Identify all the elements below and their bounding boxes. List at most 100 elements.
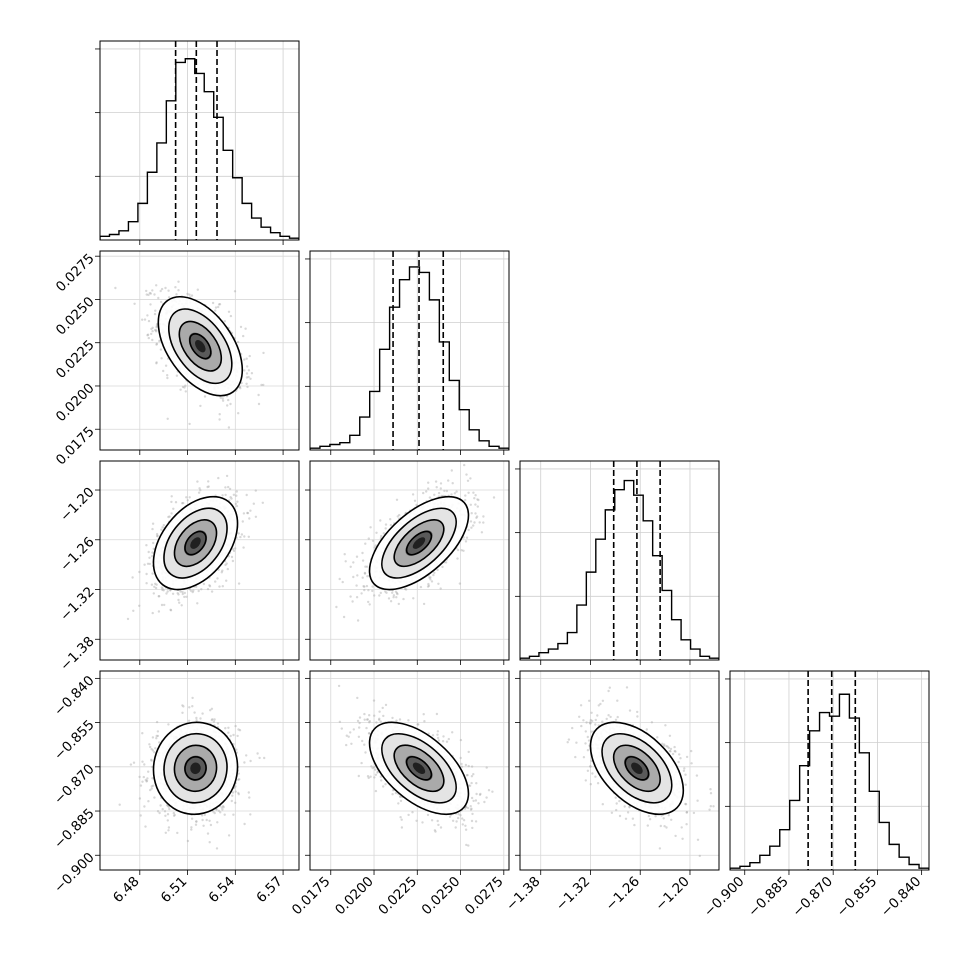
sample-point bbox=[155, 325, 158, 328]
sample-point bbox=[245, 493, 248, 497]
sample-point bbox=[200, 588, 203, 591]
sample-point bbox=[492, 496, 496, 499]
sample-point bbox=[366, 575, 369, 578]
sample-point bbox=[234, 502, 238, 506]
sample-point bbox=[162, 589, 165, 592]
contour-level-0 bbox=[405, 530, 433, 556]
sample-point bbox=[190, 294, 194, 297]
sample-point bbox=[166, 590, 169, 593]
sample-point bbox=[367, 600, 370, 604]
sample-point bbox=[197, 491, 201, 494]
sample-point bbox=[207, 480, 210, 483]
sample-point bbox=[467, 528, 470, 532]
sample-point bbox=[150, 759, 153, 762]
sample-point bbox=[144, 825, 147, 828]
panel-frame bbox=[99, 40, 300, 241]
sample-point bbox=[363, 585, 366, 588]
sample-point bbox=[217, 303, 221, 306]
sample-point bbox=[150, 327, 153, 331]
sample-point bbox=[203, 395, 207, 398]
sample-point bbox=[170, 495, 173, 498]
sample-point bbox=[187, 719, 191, 722]
sample-point bbox=[202, 824, 205, 827]
sample-point bbox=[150, 332, 153, 336]
sample-point bbox=[469, 520, 473, 523]
sample-point bbox=[474, 494, 477, 497]
sample-point bbox=[157, 296, 160, 300]
sample-point bbox=[165, 592, 168, 595]
sample-point bbox=[434, 480, 438, 483]
sample-point bbox=[462, 549, 465, 552]
sample-point bbox=[365, 584, 369, 588]
sample-point bbox=[145, 289, 148, 293]
sample-point bbox=[222, 805, 225, 808]
sample-point bbox=[161, 526, 164, 529]
panel-0-2: −1.38−1.32−1.26−1.20 bbox=[57, 460, 300, 674]
contour-level-1 bbox=[173, 519, 218, 568]
sample-point bbox=[419, 585, 423, 589]
panel-2-2 bbox=[515, 460, 720, 665]
sample-point bbox=[205, 818, 208, 822]
sample-point bbox=[166, 374, 169, 377]
sample-point bbox=[374, 544, 377, 547]
sample-point bbox=[236, 500, 239, 503]
sample-point bbox=[153, 751, 156, 754]
sample-point bbox=[375, 531, 378, 534]
sample-point bbox=[214, 580, 217, 583]
sample-point bbox=[237, 793, 240, 796]
sample-point bbox=[209, 823, 213, 827]
sample-point bbox=[437, 491, 441, 495]
sample-point bbox=[378, 710, 381, 713]
sample-point bbox=[207, 485, 210, 488]
sample-point bbox=[200, 814, 204, 817]
sample-point bbox=[470, 775, 474, 778]
sample-point bbox=[447, 479, 450, 482]
sample-point bbox=[222, 806, 225, 809]
sample-point bbox=[167, 826, 171, 829]
sample-point bbox=[385, 591, 388, 594]
y-tick-label: 0.0200 bbox=[53, 380, 98, 425]
sample-point bbox=[422, 491, 425, 495]
y-tick-label: 0.0225 bbox=[53, 337, 98, 382]
sample-point bbox=[371, 766, 374, 770]
sample-point bbox=[229, 314, 233, 318]
sample-point bbox=[129, 763, 133, 766]
sample-point bbox=[227, 834, 231, 837]
sample-point bbox=[155, 734, 158, 738]
sample-point bbox=[212, 720, 216, 723]
sample-point bbox=[261, 501, 264, 504]
sample-point bbox=[243, 369, 246, 372]
sample-point bbox=[395, 596, 398, 599]
sample-point bbox=[475, 516, 478, 519]
sample-point bbox=[435, 486, 438, 489]
panel-0-0 bbox=[95, 40, 300, 245]
sample-point bbox=[373, 546, 376, 549]
sample-point bbox=[368, 603, 371, 606]
sample-point bbox=[436, 568, 439, 572]
sample-point bbox=[236, 340, 240, 344]
sample-point bbox=[427, 487, 430, 490]
sample-point bbox=[465, 805, 468, 809]
sample-point bbox=[470, 526, 473, 529]
sample-point bbox=[133, 302, 136, 305]
sample-point bbox=[451, 482, 454, 485]
sample-point bbox=[188, 293, 191, 296]
sample-point bbox=[147, 293, 150, 297]
sample-point bbox=[155, 329, 158, 332]
sample-point bbox=[156, 535, 159, 538]
sample-point bbox=[218, 585, 221, 588]
sample-point bbox=[209, 709, 212, 712]
sample-point bbox=[190, 826, 193, 829]
sample-point bbox=[181, 711, 184, 714]
sample-point bbox=[145, 780, 148, 783]
sample-point bbox=[437, 739, 440, 742]
sample-point bbox=[231, 559, 235, 563]
sample-point bbox=[176, 592, 179, 595]
sample-point bbox=[162, 369, 165, 373]
contour-level-3 bbox=[152, 495, 239, 591]
sample-point bbox=[467, 491, 470, 494]
sample-point bbox=[132, 609, 135, 612]
sample-point bbox=[470, 512, 473, 515]
sample-point bbox=[450, 469, 453, 472]
sample-point bbox=[195, 585, 198, 588]
